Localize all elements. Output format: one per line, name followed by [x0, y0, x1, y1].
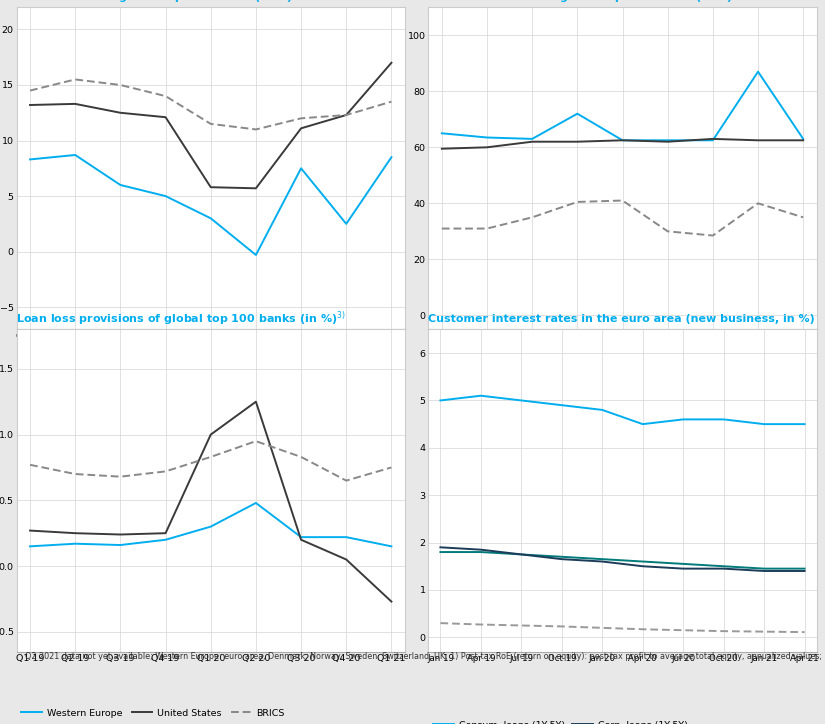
Legend: Western Europe, United States, BRICS: Western Europe, United States, BRICS [21, 387, 285, 395]
Text: Loan loss provisions of global top 100 banks (in %)$^{3)}$: Loan loss provisions of global top 100 b… [16, 309, 346, 328]
Text: Q2 2021 data not yet available; Western Europe: euro area, Denmark, Norway, Swed: Q2 2021 data not yet available; Western … [25, 652, 825, 660]
Legend: Western Europe, United States, BRICS: Western Europe, United States, BRICS [21, 709, 285, 717]
Legend: Western Europe, United States, BRICS: Western Europe, United States, BRICS [433, 387, 697, 395]
Text: RoE after tax of global top 100 banks (in %)$^{1)}$: RoE after tax of global top 100 banks (i… [16, 0, 301, 6]
Text: Cost-income ratio of global top 100 banks (in %)$^{2)}$: Cost-income ratio of global top 100 bank… [428, 0, 742, 6]
Legend: Consum. loans (1Y-5Y), Mortg. loans (5Y-10Y), Corp. loans (1Y-5Y), Deposits (≤ 1: Consum. loans (1Y-5Y), Mortg. loans (5Y-… [433, 720, 687, 724]
Text: Customer interest rates in the euro area (new business, in %): Customer interest rates in the euro area… [428, 314, 815, 324]
